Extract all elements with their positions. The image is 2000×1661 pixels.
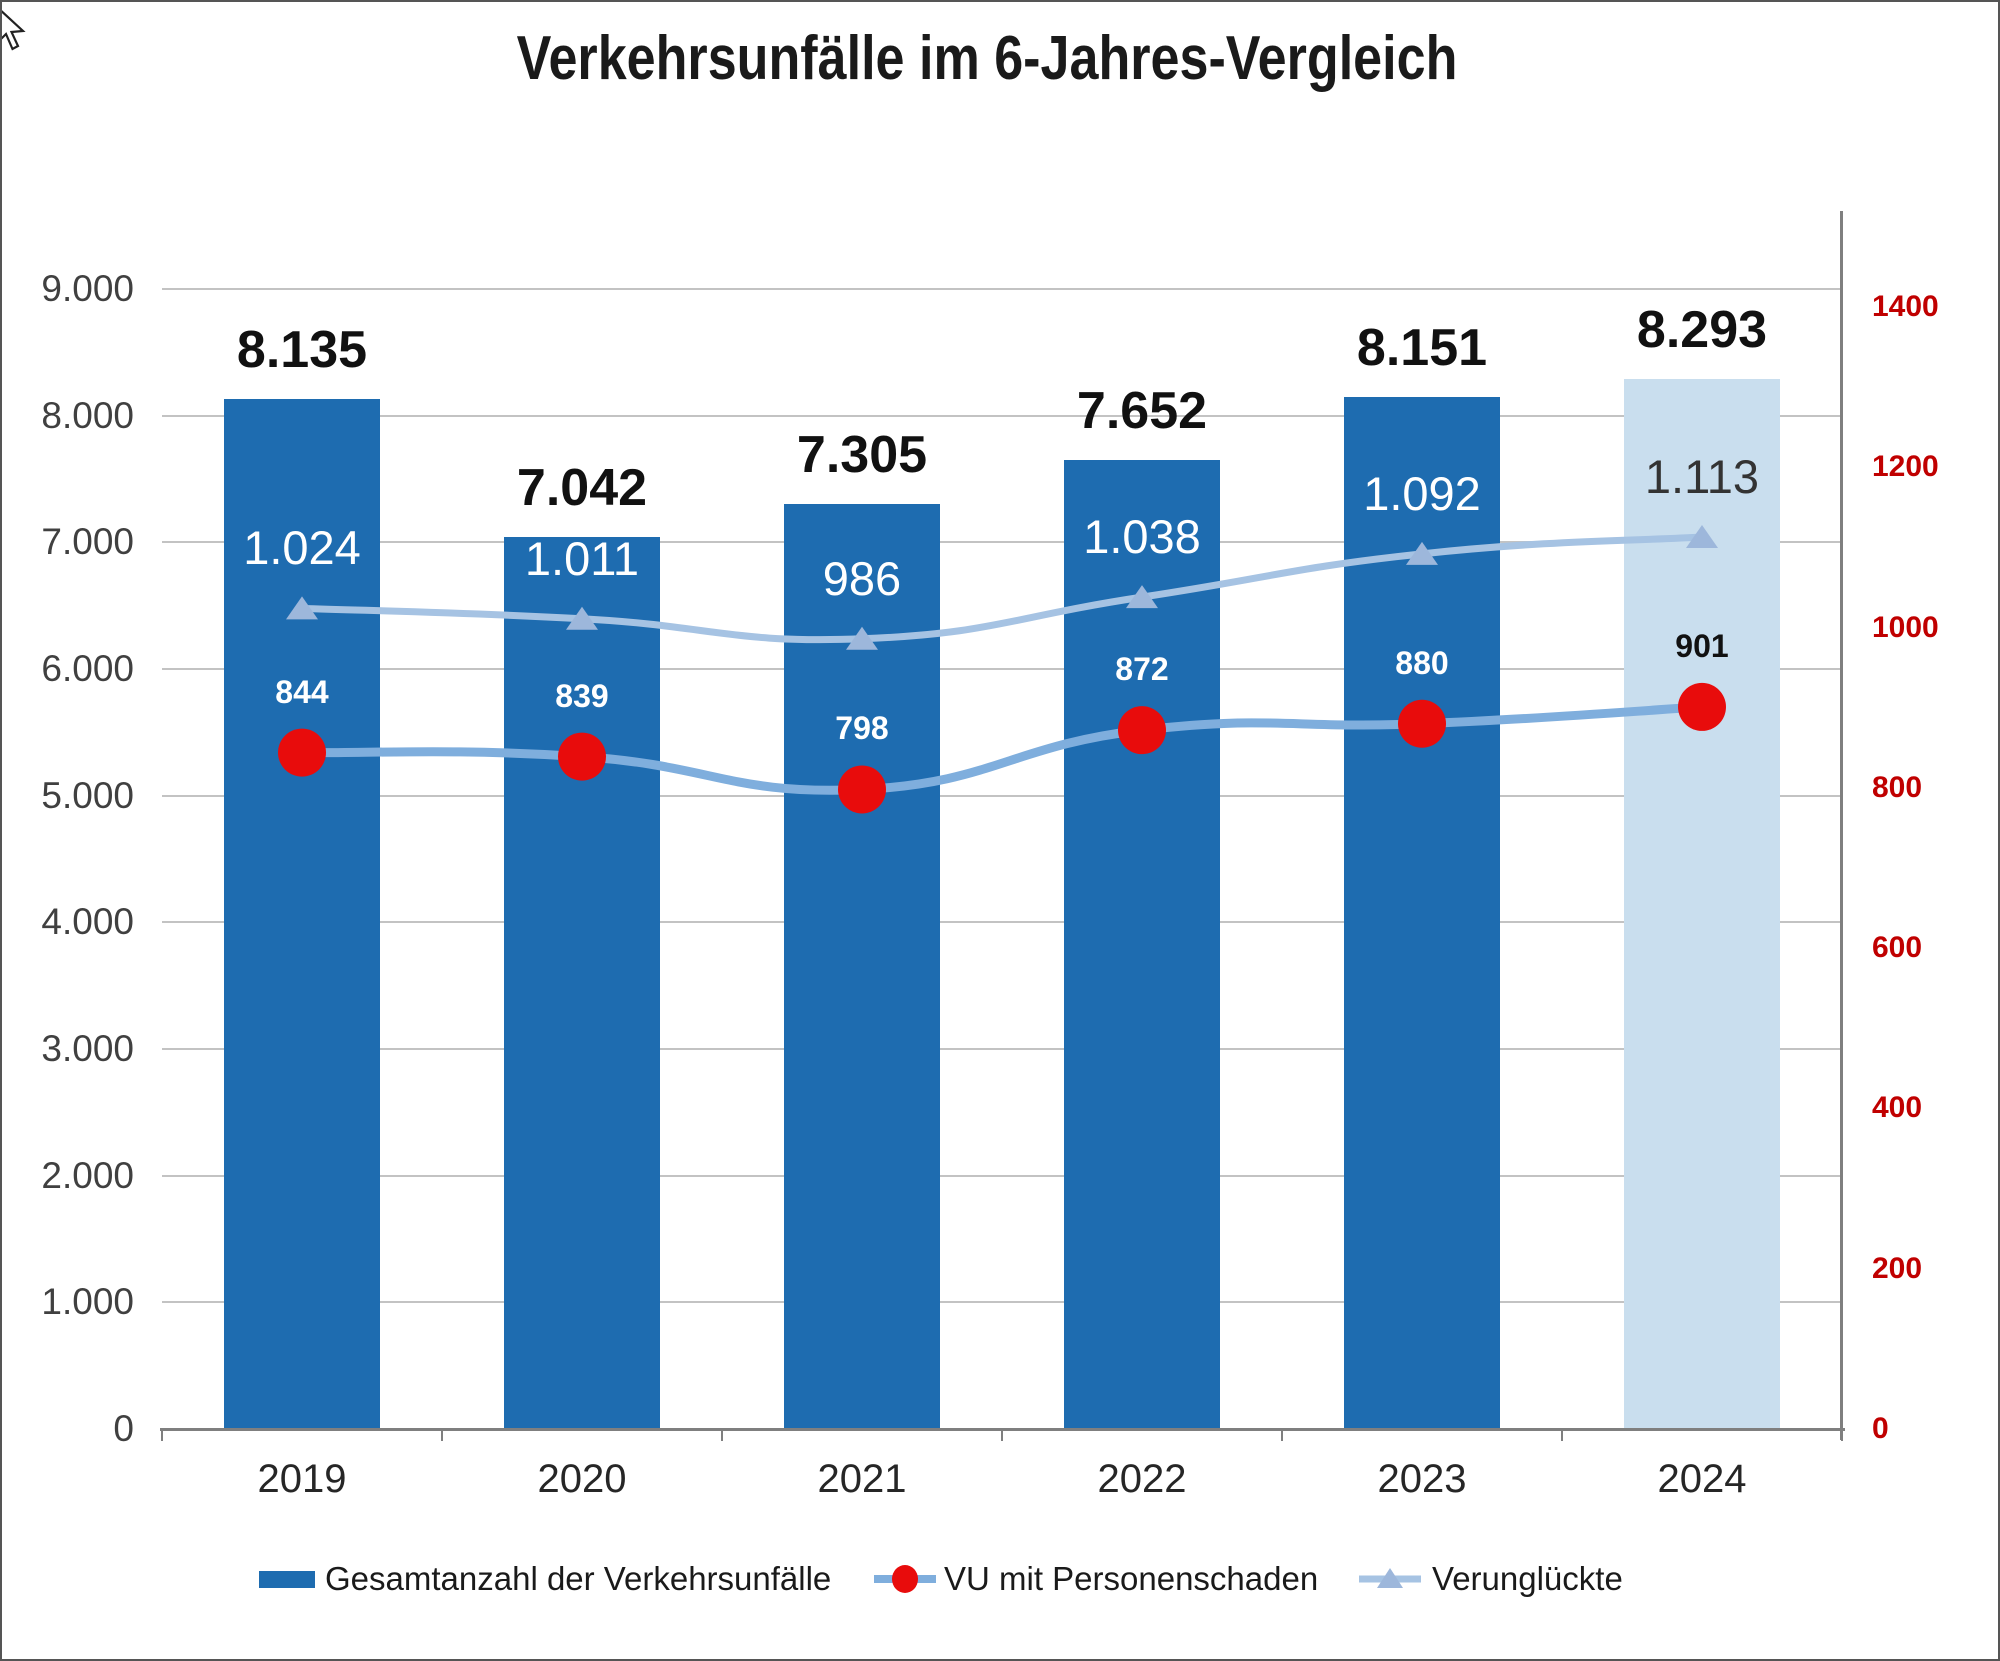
x-axis-tick	[1561, 1431, 1563, 1441]
left-axis-tick-label: 3.000	[41, 1028, 134, 1069]
vu-value-label: 798	[835, 710, 889, 747]
vu-value-label: 844	[275, 673, 329, 710]
x-axis-tick	[161, 1431, 163, 1441]
x-axis-tick	[441, 1431, 443, 1441]
x-axis-tick	[1001, 1431, 1003, 1441]
right-axis-tick-label: 400	[1872, 1091, 1923, 1125]
left-axis-tick-label: 7.000	[41, 521, 134, 563]
right-axis-tick-label: 600	[1872, 931, 1923, 965]
left-axis-tick-label: 9.000	[41, 268, 134, 309]
chart-title: Verkehrsunfälle im 6-Jahres-Vergleich	[516, 24, 1458, 93]
vu-value-label: 880	[1395, 644, 1449, 681]
legend-item-bars: Gesamtanzahl der Verkehrsunfälle	[259, 1557, 859, 1601]
x-axis-tick	[1281, 1431, 1283, 1441]
left-axis-tick-label: 2.000	[41, 1154, 134, 1196]
right-axis-tick-label: 1400	[1872, 290, 1939, 323]
left-axis-tick-label: 5.000	[41, 774, 134, 816]
verunglueckte-value-label: 1.092	[1363, 466, 1481, 520]
legend-item-verungl: Verunglückte	[1359, 1557, 1699, 1601]
legend-item-vu: VU mit Personenschaden	[874, 1557, 1354, 1601]
gridline	[162, 288, 1842, 290]
left-axis-tick-label: 1.000	[41, 1281, 134, 1323]
vu-value-label: 872	[1115, 651, 1169, 688]
bar-value-label: 8.135	[236, 320, 368, 379]
right-axis-tick-label: 0	[1872, 1412, 1889, 1445]
gridline	[162, 1048, 1842, 1050]
right-axis-line	[1840, 211, 1843, 1440]
gridline	[162, 668, 1842, 670]
mouse-cursor-icon	[2, 10, 26, 51]
bar-value-label: 7.305	[796, 425, 928, 484]
gridline	[162, 1301, 1842, 1304]
bar-2022	[1064, 459, 1220, 1429]
verunglueckte-value-label: 1.038	[1083, 510, 1201, 564]
vu-value-label: 839	[555, 677, 609, 714]
triangle-line-icon	[1359, 1568, 1421, 1588]
gridline	[162, 794, 1842, 797]
gridline	[162, 1174, 1842, 1177]
right-axis-tick-label: 1200	[1872, 450, 1939, 484]
left-axis-tick-label: 4.000	[41, 901, 134, 943]
right-axis-tick-label: 200	[1872, 1251, 1923, 1285]
bar-2021	[784, 503, 940, 1429]
x-axis-line	[160, 1428, 1845, 1431]
x-axis-category-label: 2022	[1097, 1457, 1187, 1501]
bar-swatch-icon	[259, 1571, 315, 1588]
x-axis-category-label: 2019	[257, 1457, 347, 1501]
bar-2023	[1344, 396, 1500, 1429]
bar-value-label: 7.042	[516, 459, 648, 517]
left-axis-tick-label: 0	[113, 1408, 134, 1449]
left-axis-tick-label: 8.000	[41, 394, 134, 436]
right-axis-tick-label: 800	[1872, 770, 1923, 804]
legend-label: Verunglückte	[1432, 1560, 1623, 1597]
legend-label: VU mit Personenschaden	[944, 1560, 1319, 1597]
right-axis-tick-label: 1000	[1872, 610, 1939, 644]
bar-value-label: 7.652	[1076, 381, 1208, 440]
bar-2024	[1624, 378, 1780, 1429]
vu-value-label: 901	[1675, 627, 1729, 664]
bar-2020	[504, 537, 660, 1429]
legend-label: Gesamtanzahl der Verkehrsunfälle	[325, 1560, 832, 1597]
verunglueckte-value-label: 1.011	[524, 531, 640, 585]
x-axis-tick	[721, 1431, 723, 1441]
left-axis-tick-label: 6.000	[41, 648, 134, 689]
x-axis-category-label: 2023	[1377, 1457, 1467, 1501]
verunglueckte-value-label: 1.024	[243, 521, 361, 575]
bar-value-label: 8.293	[1636, 300, 1768, 359]
x-axis-category-label: 2020	[537, 1457, 627, 1501]
gridline	[162, 921, 1842, 924]
x-axis-category-label: 2021	[817, 1457, 907, 1501]
x-axis-category-label: 2024	[1657, 1457, 1747, 1501]
gridline	[162, 414, 1842, 417]
red-dot-line-icon	[874, 1565, 936, 1593]
verunglueckte-value-label: 1.113	[1644, 450, 1760, 503]
bar-value-label: 8.151	[1356, 318, 1488, 377]
verunglueckte-value-label: 986	[822, 551, 902, 605]
